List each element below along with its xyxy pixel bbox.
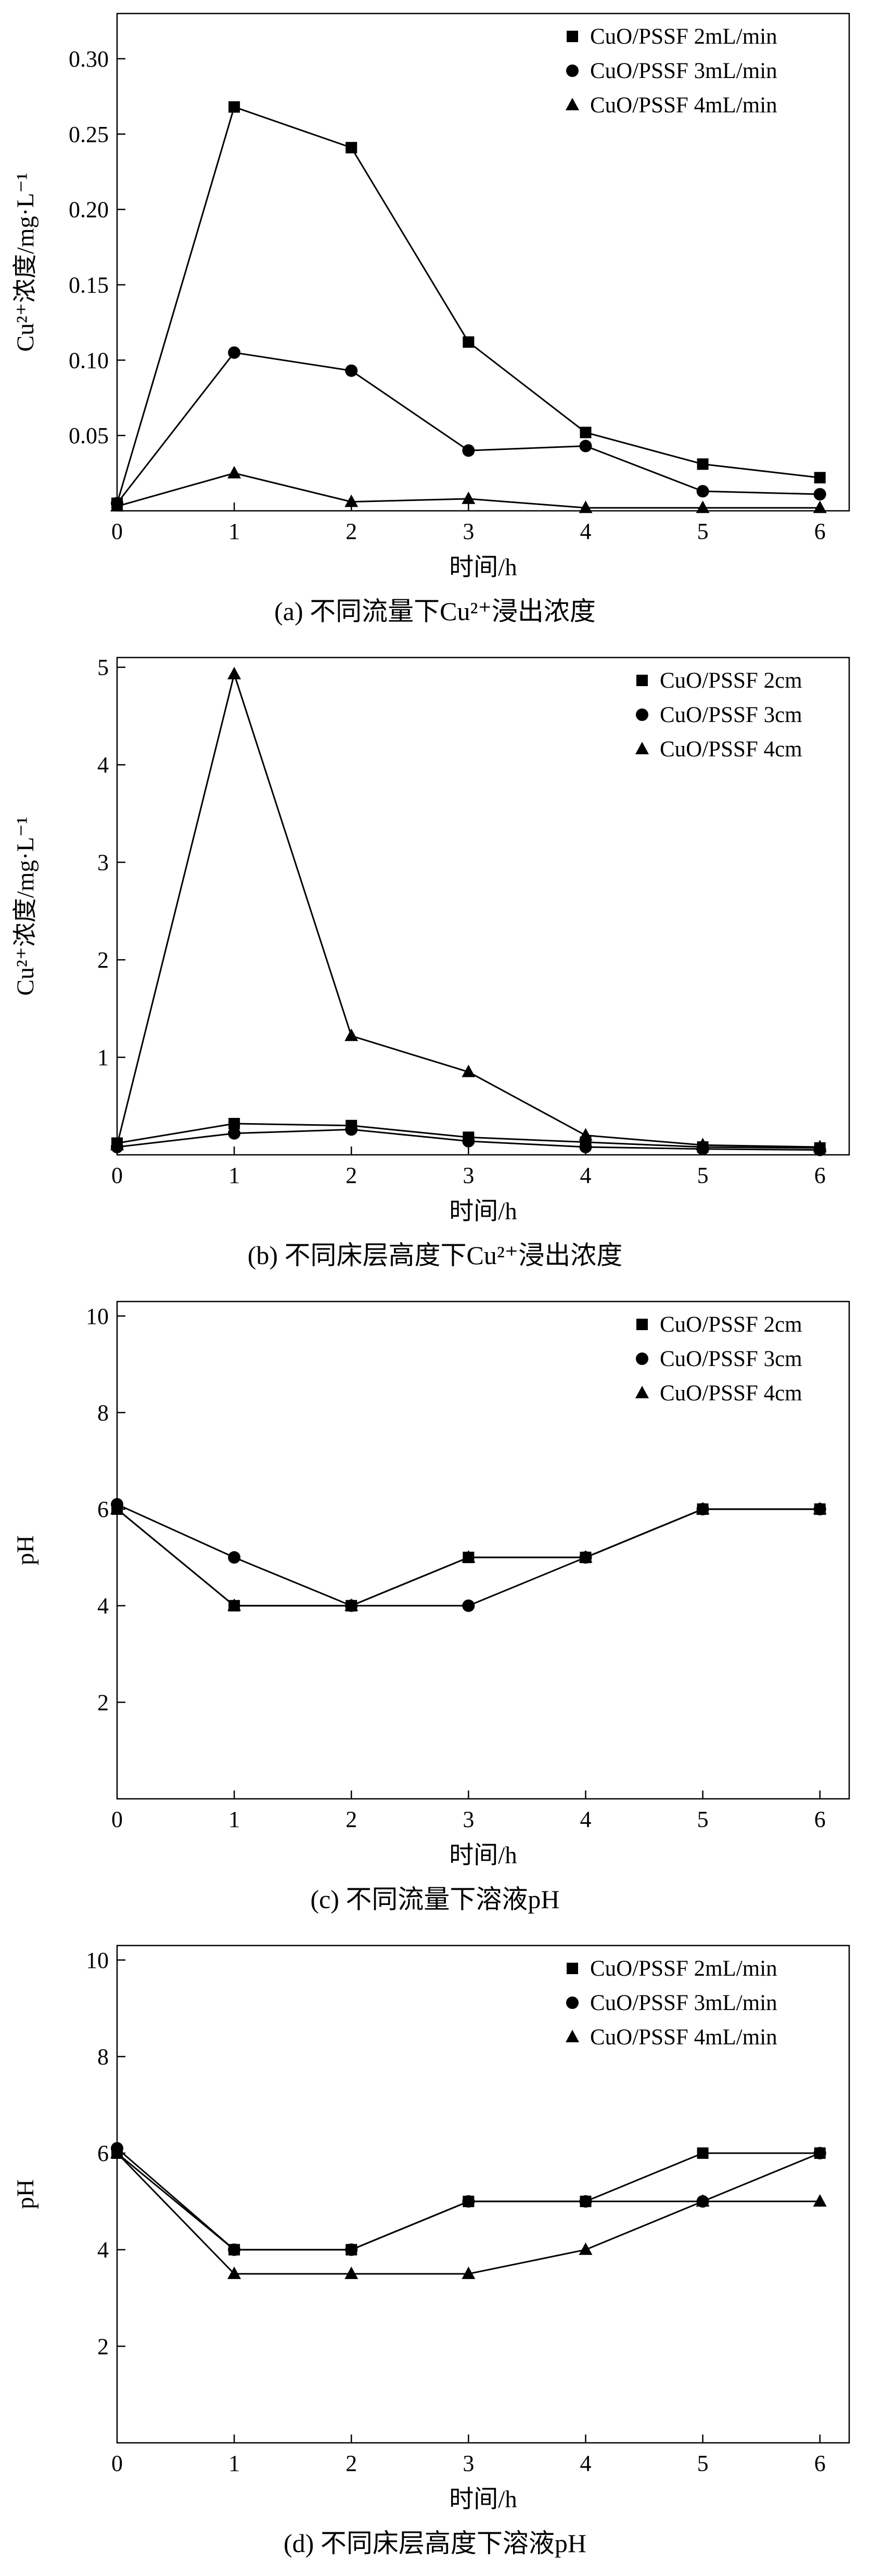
svg-text:pH: pH [12,1535,39,1565]
svg-text:Cu²⁺浓度/mg·L⁻¹: Cu²⁺浓度/mg·L⁻¹ [12,817,39,996]
svg-text:CuO/PSSF 3cm: CuO/PSSF 3cm [660,703,802,727]
svg-text:0: 0 [111,1807,123,1832]
line-chart-c: 0 1 2 3 4 5 6 2 4 6 8 10 时间/h pH CuO/PSSF 2cm CuO/PSSF … [12,1300,850,1869]
svg-text:时间/h: 时间/h [449,2486,517,2513]
svg-text:3: 3 [463,519,474,544]
svg-text:CuO/PSSF 2mL/min: CuO/PSSF 2mL/min [590,24,777,49]
svg-text:6: 6 [814,1163,826,1188]
svg-text:4: 4 [97,752,109,778]
svg-text:4: 4 [580,1163,591,1188]
chart-caption-b: (b) 不同床层高度下Cu²⁺浸出浓度 [247,1241,623,1270]
line-chart-b: 0 1 2 3 4 5 6 1 2 3 4 5 时间/h Cu²⁺浓度/mg·L⁻¹ CuO/PSSF 2c… [12,655,850,1225]
svg-text:CuO/PSSF 2cm: CuO/PSSF 2cm [660,1312,802,1337]
svg-text:8: 8 [97,1400,109,1425]
svg-text:1: 1 [97,1045,109,1071]
svg-text:3: 3 [97,850,109,875]
svg-text:6: 6 [97,1497,109,1522]
svg-text:0.05: 0.05 [69,423,109,448]
svg-text:0.10: 0.10 [69,347,109,373]
svg-text:时间/h: 时间/h [449,1198,517,1225]
svg-text:3: 3 [463,1163,474,1188]
svg-text:5: 5 [697,2451,709,2476]
svg-text:10: 10 [86,1304,109,1329]
svg-text:6: 6 [97,2141,109,2166]
chart-caption-c: (c) 不同流量下溶液pH [310,1885,560,1914]
svg-text:2: 2 [346,1163,357,1188]
svg-text:0.15: 0.15 [69,272,109,298]
svg-text:0.20: 0.20 [69,197,109,223]
chart-panel-a: 0 1 2 3 4 5 6 0.05 0.10 0.15 0.20 0.25 0.30 时间/h Cu²⁺浓… [0,0,870,644]
svg-text:6: 6 [814,2451,826,2476]
chart-panel-b: 0 1 2 3 4 5 6 1 2 3 4 5 时间/h Cu²⁺浓度/mg·L⁻¹ CuO/PSSF 2c… [0,644,870,1288]
svg-text:CuO/PSSF 3mL/min: CuO/PSSF 3mL/min [590,1991,777,2015]
svg-text:4: 4 [580,2451,591,2476]
svg-text:CuO/PSSF 4mL/min: CuO/PSSF 4mL/min [590,93,777,118]
svg-text:6: 6 [814,1807,826,1832]
svg-text:CuO/PSSF 2mL/min: CuO/PSSF 2mL/min [590,1956,777,1981]
svg-text:4: 4 [580,1807,591,1832]
svg-text:2: 2 [97,2334,109,2359]
svg-text:2: 2 [346,519,357,544]
svg-text:2: 2 [97,947,109,973]
svg-text:CuO/PSSF 3cm: CuO/PSSF 3cm [660,1347,802,1371]
svg-text:5: 5 [97,655,109,680]
svg-text:6: 6 [814,519,826,544]
svg-text:CuO/PSSF 4mL/min: CuO/PSSF 4mL/min [590,2025,777,2050]
chart-caption-a: (a) 不同流量下Cu²⁺浸出浓度 [274,597,596,626]
chart-panel-c: 0 1 2 3 4 5 6 2 4 6 8 10 时间/h pH CuO/PSSF 2cm CuO/PSSF … [0,1288,870,1932]
chart-panel-d: 0 1 2 3 4 5 6 2 4 6 8 10 时间/h pH CuO/PSSF 2mL/min CuO/P… [0,1932,870,2576]
chart-caption-d: (d) 不同床层高度下溶液pH [284,2529,586,2558]
svg-text:0: 0 [111,2451,123,2476]
line-chart-a: 0 1 2 3 4 5 6 0.05 0.10 0.15 0.20 0.25 0.30 时间/h Cu²⁺浓… [12,12,850,581]
svg-text:3: 3 [463,1807,474,1832]
svg-text:CuO/PSSF 4cm: CuO/PSSF 4cm [660,737,802,762]
svg-text:4: 4 [97,1593,109,1619]
svg-text:0: 0 [111,1163,123,1188]
svg-text:4: 4 [580,519,591,544]
svg-text:CuO/PSSF 2cm: CuO/PSSF 2cm [660,668,802,693]
svg-text:4: 4 [97,2237,109,2263]
svg-text:pH: pH [12,2179,39,2209]
svg-text:CuO/PSSF 4cm: CuO/PSSF 4cm [660,1381,802,1406]
svg-text:5: 5 [697,1163,709,1188]
line-chart-d: 0 1 2 3 4 5 6 2 4 6 8 10 时间/h pH CuO/PSSF 2mL/min CuO/P… [12,1944,850,2513]
svg-text:1: 1 [228,1163,240,1188]
svg-text:2: 2 [97,1690,109,1715]
svg-text:5: 5 [697,1807,709,1832]
svg-text:CuO/PSSF 3mL/min: CuO/PSSF 3mL/min [590,59,777,83]
svg-text:2: 2 [346,2451,357,2476]
svg-text:时间/h: 时间/h [449,554,517,581]
svg-text:10: 10 [86,1948,109,1973]
svg-text:1: 1 [228,519,240,544]
svg-text:5: 5 [697,519,709,544]
svg-text:时间/h: 时间/h [449,1842,517,1869]
svg-text:0: 0 [111,519,123,544]
svg-text:0.30: 0.30 [69,46,109,72]
svg-text:Cu²⁺浓度/mg·L⁻¹: Cu²⁺浓度/mg·L⁻¹ [12,173,39,352]
svg-text:8: 8 [97,2044,109,2069]
svg-text:2: 2 [346,1807,357,1832]
svg-text:1: 1 [228,2451,240,2476]
svg-text:3: 3 [463,2451,474,2476]
svg-text:1: 1 [228,1807,240,1832]
svg-text:0.25: 0.25 [69,122,109,147]
